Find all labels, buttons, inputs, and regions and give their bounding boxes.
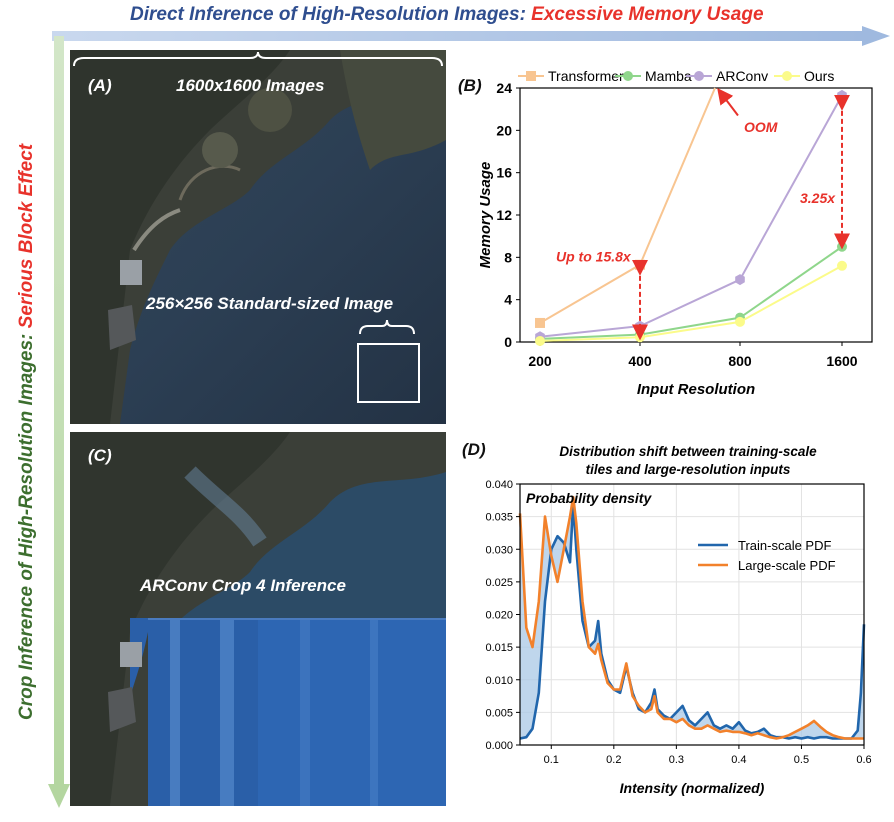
legend-marker — [526, 71, 536, 81]
x-tick-label: 1600 — [826, 353, 857, 369]
series-line-ours — [539, 264, 843, 342]
legend-text: ARConv — [716, 68, 768, 84]
x-tick-label: 0.6 — [856, 754, 871, 766]
chart-d-title-line2: tiles and large-resolution inputs — [586, 462, 791, 477]
legend-text: Transformer — [548, 68, 624, 84]
legend-marker — [694, 71, 704, 81]
x-tick-label: 0.2 — [606, 754, 621, 766]
y-tick-label: 0.005 — [485, 707, 513, 719]
x-tick-label: 200 — [528, 353, 552, 369]
oom-arrow — [717, 87, 739, 117]
satellite-image-c — [70, 432, 446, 806]
top-title-part1: Direct Inference of High-Resolution Imag… — [130, 4, 532, 25]
legend-text: Large-scale PDF — [738, 558, 836, 573]
data-point-transformer — [535, 317, 545, 328]
y-tick-label: 0.020 — [485, 610, 513, 622]
x-axis-label: Input Resolution — [637, 381, 755, 398]
legend-marker — [623, 71, 633, 81]
legend-marker — [782, 71, 792, 81]
top-arrow — [52, 26, 890, 46]
ratio-annotation-400: Up to 15.8x — [556, 248, 632, 264]
y-tick-label: 0.025 — [485, 577, 513, 589]
standard-tile-marker — [357, 319, 420, 403]
x-tick-label: 400 — [628, 353, 652, 369]
panel-d-label: (D) — [462, 440, 486, 459]
data-point-mamba — [837, 241, 847, 252]
y-tick-label: 0.040 — [485, 479, 513, 491]
x-tick-label: 800 — [728, 353, 752, 369]
panel-c-image — [70, 432, 446, 806]
memory-usage-chart: 0 4 8 12 16 20 24 200 400 800 1600 Input Resolution… — [477, 68, 873, 398]
panel-a-label: (A) — [88, 76, 112, 95]
y-tick-label: 20 — [496, 122, 512, 138]
x-tick-label: 0.4 — [731, 754, 746, 766]
train-scale-pdf-line — [519, 502, 866, 740]
ratio-annotation-1600: 3.25x — [800, 190, 836, 206]
satellite-image-a — [70, 50, 446, 424]
panel-c-label: (C) — [88, 446, 112, 465]
y-tick-label: 0.010 — [485, 675, 513, 687]
side-title-part1: Crop Inference of High-Resolution Images… — [16, 328, 37, 720]
data-point-ours — [837, 260, 847, 271]
large-scale-pdf-line — [518, 495, 864, 740]
chart-d-title-line1: Distribution shift between training-scal… — [559, 444, 817, 459]
y-tick-label: 16 — [496, 165, 512, 181]
data-point-ours — [735, 316, 745, 327]
y-tick-label: 12 — [496, 207, 512, 223]
panel-c-caption: ARConv Crop 4 Inference — [140, 576, 346, 595]
series-line-mamba — [539, 245, 843, 340]
side-title: Crop Inference of High-Resolution Images… — [16, 144, 38, 720]
y-tick-label: 0.030 — [485, 544, 513, 556]
legend-text: Train-scale PDF — [738, 538, 831, 553]
panel-b-label: (B) — [458, 76, 482, 95]
legend-text: Ours — [804, 68, 834, 84]
data-point-ours — [635, 332, 645, 343]
series-line-arconv — [539, 94, 843, 338]
legend-text: Mamba — [645, 68, 692, 84]
y-tick-label: 24 — [496, 80, 512, 96]
y-axis-label: Memory Usage — [477, 162, 494, 269]
y-axis-inner-label: Probability density — [526, 490, 652, 506]
side-title-part2: Serious Block Effect — [16, 143, 37, 329]
y-tick-label: 0.000 — [485, 740, 513, 752]
x-tick-label: 0.5 — [794, 754, 809, 766]
y-tick-label: 0.035 — [485, 512, 513, 524]
y-tick-label: 0.015 — [485, 642, 513, 654]
data-point-arconv — [735, 274, 745, 286]
y-tick-label: 0 — [504, 334, 512, 350]
top-title: Direct Inference of High-Resolution Imag… — [130, 4, 764, 26]
x-tick-label: 0.3 — [669, 754, 684, 766]
panel-a-inner-caption: 256×256 Standard-sized Image — [146, 294, 394, 313]
data-point-ours — [535, 335, 545, 346]
panel-a-brace — [73, 52, 443, 67]
oom-annotation: OOM — [744, 119, 778, 135]
y-tick-label: 8 — [504, 249, 512, 265]
panel-a-image — [70, 50, 446, 424]
distribution-chart: Distribution shift between training-scal… — [485, 444, 871, 796]
series-line-transformer — [539, 87, 716, 324]
x-tick-label: 0.1 — [544, 754, 559, 766]
y-tick-label: 4 — [504, 292, 512, 308]
panel-a-top-caption: 1600x1600 Images — [176, 76, 325, 95]
top-title-part2: Excessive Memory Usage — [531, 4, 764, 25]
data-point-arconv — [837, 89, 847, 101]
x-axis-label: Intensity (normalized) — [620, 780, 765, 796]
side-arrow — [48, 36, 70, 808]
